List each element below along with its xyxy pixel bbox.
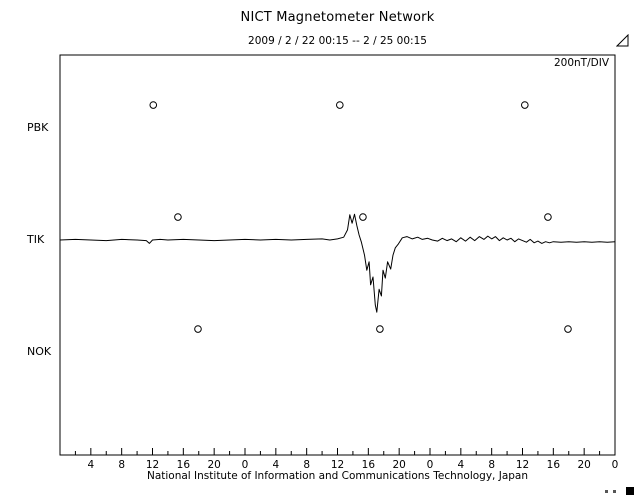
scrollbar-dot-icon xyxy=(613,490,616,493)
x-tick-label: 4 xyxy=(87,459,94,471)
station-label-nok: NOK xyxy=(27,345,52,358)
local-time-marker-icon xyxy=(376,325,384,333)
x-tick-label: 12 xyxy=(146,459,159,471)
local-time-marker-icon xyxy=(194,325,202,333)
plot-frame xyxy=(59,54,616,456)
x-tick-label: 0 xyxy=(612,459,619,471)
x-tick-label: 4 xyxy=(457,459,464,471)
local-time-marker-icon xyxy=(359,213,367,221)
chart-date-range: 2009 / 2 / 22 00:15 -- 2 / 25 00:15 xyxy=(248,35,427,47)
page-title: NICT Magnetometer Network xyxy=(240,10,435,25)
x-tick-label: 20 xyxy=(392,459,405,471)
local-time-marker-icon xyxy=(174,213,182,221)
x-tick-label: 20 xyxy=(577,459,590,471)
local-time-marker-icon xyxy=(521,101,529,109)
station-label-pbk: PBK xyxy=(27,121,49,134)
local-time-marker-icon xyxy=(336,101,344,109)
x-tick-label: 12 xyxy=(331,459,344,471)
x-tick-label: 0 xyxy=(427,459,434,471)
x-tick-label: 8 xyxy=(118,459,125,471)
magnetometer-trace-tik xyxy=(59,213,616,313)
x-tick-label: 8 xyxy=(303,459,310,471)
station-label-tik: TIK xyxy=(27,233,45,246)
scrollbar-dot-icon xyxy=(605,490,608,493)
x-tick-label: 20 xyxy=(207,459,220,471)
corner-triangle-icon xyxy=(616,34,629,47)
x-tick-label: 4 xyxy=(272,459,279,471)
x-tick-label: 16 xyxy=(547,459,561,471)
footer-credit: National Institute of Information and Co… xyxy=(146,470,529,482)
scale-per-division-label: 200nT/DIV xyxy=(553,57,609,69)
x-tick-label: 16 xyxy=(362,459,376,471)
x-tick-label: 0 xyxy=(242,459,249,471)
local-time-marker-icon xyxy=(544,213,552,221)
x-tick-label: 12 xyxy=(516,459,529,471)
local-time-marker-icon xyxy=(149,101,158,109)
x-tick-label: 16 xyxy=(177,459,191,471)
scrollbar-corner[interactable] xyxy=(626,487,634,495)
x-tick-label: 8 xyxy=(488,459,495,471)
local-time-marker-icon xyxy=(564,325,572,333)
